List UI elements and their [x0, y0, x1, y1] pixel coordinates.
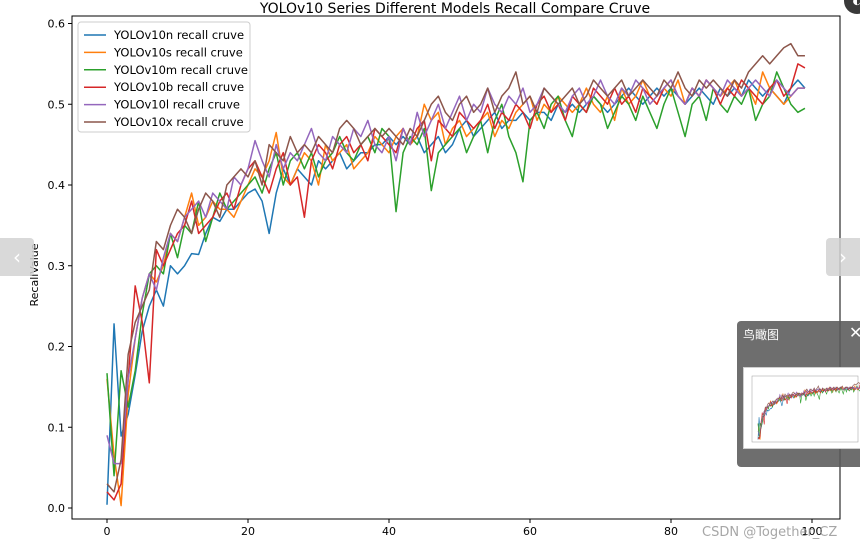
minimap-title: 鸟瞰图: [743, 328, 780, 342]
minimap-series-line-4: [757, 384, 860, 440]
legend-label: YOLOv10x recall cruve: [113, 115, 244, 129]
chevron-left-icon: ‹: [13, 245, 21, 269]
minimap-panel: 鸟瞰图 ✕: [737, 321, 860, 467]
minimap-series-line-6: [757, 382, 860, 439]
close-icon[interactable]: ✕: [849, 323, 860, 342]
minimap-viewport[interactable]: [743, 367, 860, 449]
legend-label: YOLOv10b recall cruve: [113, 80, 244, 94]
chart-title: YOLOv10 Series Different Models Recall C…: [259, 1, 650, 17]
corner-toggle-button[interactable]: ◐: [844, 0, 860, 14]
minimap-series-line-1: [757, 386, 860, 440]
series-line-5: [106, 79, 805, 465]
next-image-button[interactable]: ›: [826, 238, 860, 276]
legend-box: [77, 21, 251, 133]
chevron-right-icon: ›: [839, 245, 847, 269]
x-tick-label: 0: [104, 525, 111, 538]
watermark: CSDN @Together_CZ: [702, 525, 838, 540]
series-line-3: [106, 71, 806, 477]
legend-label: YOLOv10m recall cruve: [113, 63, 248, 77]
y-tick-label: 0.3: [48, 260, 66, 273]
minimap-thumbnail: [751, 375, 860, 443]
y-tick-label: 0.5: [48, 98, 66, 111]
legend-label: YOLOv10n recall cruve: [113, 28, 244, 42]
minimap-frame: [751, 375, 859, 443]
legend-label: YOLOv10s recall cruve: [113, 45, 243, 59]
y-tick-label: 0.4: [48, 179, 66, 192]
legend-label: YOLOv10l recall cruve: [113, 98, 240, 112]
x-tick-label: 100: [802, 525, 823, 538]
y-tick-label: 0.1: [48, 421, 66, 434]
series-line-6: [106, 42, 805, 493]
x-tick-label: 80: [664, 525, 678, 538]
x-tick-label: 20: [241, 525, 255, 538]
x-tick-label: 40: [382, 525, 396, 538]
y-tick-label: 0.2: [48, 341, 66, 354]
toggle-icon: ◐: [852, 0, 860, 7]
legend: YOLOv10n recall cruve YOLOv10s recall cru…: [77, 21, 251, 133]
series-line-1: [106, 79, 806, 505]
y-tick-label: 0.6: [48, 18, 66, 31]
x-tick-label: 60: [523, 525, 537, 538]
y-tick-label: 0.0: [48, 502, 66, 515]
prev-image-button[interactable]: ‹: [0, 238, 34, 276]
